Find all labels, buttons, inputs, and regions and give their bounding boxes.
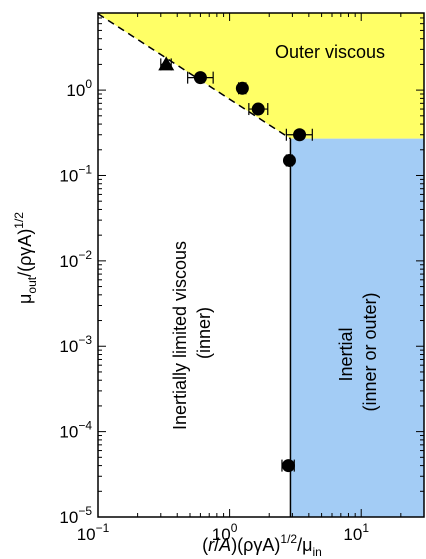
data-point-circle (282, 153, 296, 167)
y-tick-label: 10−2 (59, 248, 92, 271)
y-tick-label: 100 (66, 77, 92, 100)
inertially-limited-viscous-label: Inertially limited viscous (inner) (170, 236, 214, 430)
y-tick-label: 10−1 (59, 162, 92, 185)
x-axis-label: (r/A)(ργA)1/2/μin (202, 532, 322, 559)
data-points (158, 56, 313, 473)
data-point-circle (187, 71, 214, 85)
axis-ticks (97, 12, 425, 518)
y-axis-label: μout/(ργA)1/2 (12, 212, 39, 304)
circle-marker (193, 71, 207, 85)
data-point-circle (235, 81, 249, 95)
circle-marker (251, 102, 265, 116)
data-point-circle (248, 102, 269, 116)
y-tick-label: 10−5 (59, 504, 92, 527)
outer-viscous-label: Outer viscous (275, 42, 385, 62)
data-point-circle (285, 128, 313, 142)
data-point-triangle (158, 56, 175, 71)
data-point-circle (281, 459, 295, 473)
inertial-label: Inertial (inner or outer) (336, 292, 380, 411)
circle-marker (293, 128, 307, 142)
inertial-region (290, 138, 424, 517)
circle-marker (282, 153, 296, 167)
x-tick-label: 101 (343, 521, 369, 544)
y-tick-label: 10−3 (59, 333, 92, 356)
y-tick-label: 10−4 (59, 419, 92, 442)
x-tick-label: 100 (212, 521, 238, 544)
circle-marker (281, 459, 295, 473)
outer-viscous-region (98, 13, 424, 139)
x-tick-label: 10−1 (77, 521, 110, 544)
circle-marker (235, 81, 249, 95)
tick-labels: 10−1 100 101 10−5 10−4 10−3 10−2 10−1 100 (59, 77, 369, 544)
triangle-marker (158, 56, 175, 71)
